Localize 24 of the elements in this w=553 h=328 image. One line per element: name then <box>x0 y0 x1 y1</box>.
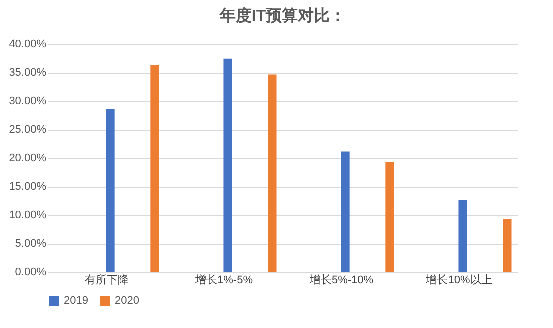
y-tick-label: 5.00% <box>15 238 47 250</box>
y-tick-label: 10.00% <box>9 210 47 222</box>
y-tick-label: 25.00% <box>9 124 47 136</box>
y-tick-label: 30.00% <box>9 96 47 108</box>
bar <box>458 200 468 272</box>
y-tick-label: 35.00% <box>9 67 47 79</box>
y-tick-label: 20.00% <box>9 152 47 164</box>
x-tick-label: 增长10%以上 <box>425 274 492 286</box>
y-tick-label: 15.00% <box>9 181 47 193</box>
bar <box>106 110 115 272</box>
y-tick-label: 0.00% <box>15 266 47 278</box>
y-tick-label: 40.00% <box>9 38 47 50</box>
bar <box>268 74 277 272</box>
x-tick-label: 有所下降 <box>84 274 129 286</box>
legend-label: 2019 <box>64 295 88 307</box>
chart-title: 年度IT预算对比： <box>218 6 346 25</box>
bar <box>150 65 160 272</box>
x-tick-label: 增长5%-10% <box>308 274 374 286</box>
bar <box>341 152 350 272</box>
legend-label: 2020 <box>115 295 140 307</box>
bar <box>224 58 232 272</box>
x-tick-label: 增长1%-5% <box>194 274 254 286</box>
bar <box>503 220 512 272</box>
bar <box>386 162 394 272</box>
